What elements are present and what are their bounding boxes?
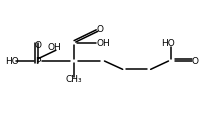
Text: P: P (35, 56, 41, 66)
Text: O: O (34, 41, 41, 50)
Text: HO: HO (161, 39, 174, 48)
Text: CH₃: CH₃ (65, 75, 82, 84)
Text: OH: OH (96, 39, 109, 48)
Text: O: O (96, 26, 103, 34)
Text: OH: OH (47, 43, 60, 52)
Text: HO: HO (5, 56, 18, 66)
Text: O: O (190, 56, 197, 66)
